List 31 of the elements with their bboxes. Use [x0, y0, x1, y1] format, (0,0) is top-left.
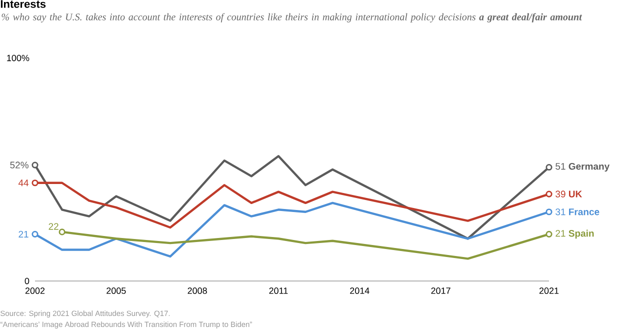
- point: [546, 190, 552, 198]
- point: [546, 230, 552, 238]
- x-tick-label: 2005: [106, 288, 126, 294]
- chart-title: Interests: [0, 0, 46, 8]
- point: [32, 180, 38, 186]
- data-label: 21: [18, 230, 28, 238]
- x-tick-label: 2011: [269, 288, 288, 294]
- point: [58, 228, 66, 236]
- point: [546, 208, 552, 216]
- series-label: Spain: [568, 230, 594, 239]
- data-label: 52%: [10, 162, 28, 168]
- data-label: 22: [48, 223, 58, 230]
- series-label: Germany: [568, 162, 610, 172]
- y-tick-label: 100%: [7, 54, 30, 62]
- data-label: 51: [556, 163, 566, 170]
- data-label: 31: [556, 208, 566, 216]
- x-tick-label: 2008: [188, 288, 207, 294]
- y-tick-label: 0: [24, 278, 30, 284]
- point: [32, 230, 38, 238]
- point: [32, 162, 38, 168]
- data-label: 39: [556, 190, 566, 198]
- chart-subtitle: % who say the U.S. takes into account the interests of countries like theirs in making international policy decisions a great deal/fair amount: [2, 13, 582, 22]
- data-label: 44: [18, 180, 29, 186]
- x-tick-label: 2021: [539, 288, 559, 294]
- x-tick-label: 2014: [350, 288, 370, 294]
- point: [546, 164, 552, 171]
- series-label: UK: [568, 190, 582, 198]
- series-label: France: [569, 208, 600, 216]
- x-tick-label: 2002: [25, 288, 45, 294]
- x-tick-label: 2017: [431, 288, 450, 294]
- data-label: 21: [556, 230, 566, 237]
